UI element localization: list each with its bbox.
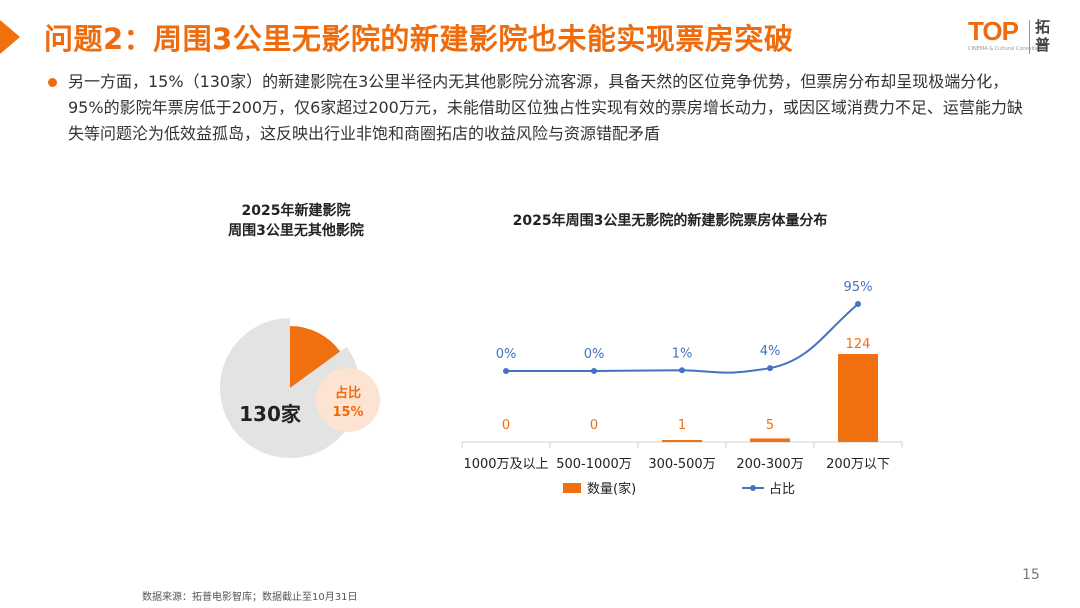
bar-value-label: 124 (846, 337, 871, 352)
bar-value-label: 0 (502, 418, 510, 433)
data-source-note: 数据来源：拓普电影智库；数据截止至10月31日 (142, 592, 358, 603)
line-point (855, 301, 861, 307)
legend-line-marker (750, 485, 756, 491)
line-value-label: 95% (844, 280, 873, 295)
pie-slice (290, 326, 341, 388)
pie-callout-bubble (316, 368, 380, 432)
summary-paragraph: 另一方面，15%（130家）的新建影院在3公里半径内无其他影院分流客源，具备天然… (68, 72, 1023, 143)
pie-title-line1: 2025年新建影院 (241, 203, 351, 219)
x-tick-label: 1000万及以上 (463, 457, 548, 472)
page-number: 15 (1022, 567, 1040, 583)
bar-value-label: 5 (766, 418, 774, 433)
brand-logo: TOP CINEMA & Cultural Consultation 拓普 (962, 16, 1054, 60)
x-tick-label: 500-1000万 (556, 457, 632, 472)
legend-bar-label: 数量(家) (587, 481, 636, 497)
x-tick-label: 300-500万 (648, 457, 715, 472)
logo-divider (1029, 20, 1030, 54)
pie-center-label: 130家 (239, 402, 302, 426)
bar-5 (838, 354, 878, 442)
x-tick-label: 200万以下 (826, 457, 890, 472)
pie-title-line2: 周围3公里无其他影院 (228, 223, 364, 239)
x-tick-label: 200-300万 (736, 457, 803, 472)
line-point (679, 367, 685, 374)
bar-value-label: 0 (590, 418, 598, 433)
logo-subtitle: CINEMA & Cultural Consultation (968, 46, 1048, 52)
line-series-percent (506, 303, 859, 374)
combo-chart-title: 2025年周围3公里无影院的新建影院票房体量分布 (512, 213, 828, 229)
pie-callout-label: 占比 (335, 385, 361, 401)
line-value-label: 1% (672, 346, 693, 361)
title-marker (0, 20, 20, 54)
legend-line-label: 占比 (769, 482, 795, 497)
logo-chinese: 拓普 (1035, 18, 1051, 54)
logo-wordmark: TOP (968, 16, 1019, 46)
bar-3 (662, 440, 702, 442)
bar-4 (750, 438, 790, 442)
bar-value-label: 1 (678, 418, 686, 433)
line-point (767, 365, 773, 372)
page-title: 问题2：周围3公里无影院的新建影院也未能实现票房突破 (44, 22, 794, 56)
line-value-label: 0% (584, 347, 605, 362)
pie-title: 2025年新建影院 周围3公里无其他影院 (196, 201, 396, 241)
line-value-label: 4% (760, 344, 781, 359)
pie-callout-value: 15% (332, 405, 363, 420)
line-point (503, 368, 509, 374)
pie-slice (219, 318, 361, 458)
legend-bar-swatch (563, 483, 581, 493)
line-point (591, 368, 597, 374)
line-value-label: 0% (496, 347, 517, 362)
bullet-dot (48, 78, 57, 87)
